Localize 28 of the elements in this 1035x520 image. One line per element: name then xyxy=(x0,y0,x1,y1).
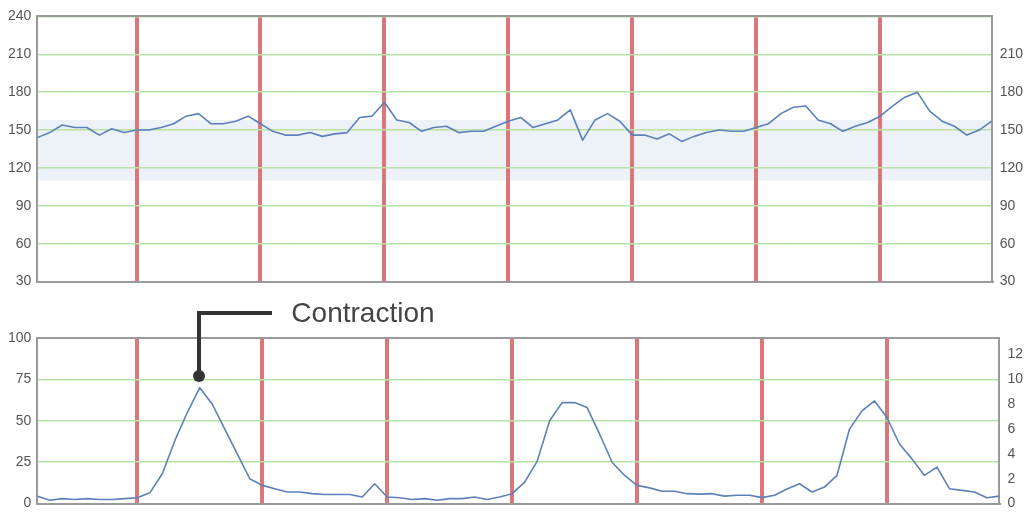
y2-tick-label: 8 xyxy=(1007,394,1016,411)
y-tick-label: 25 xyxy=(15,453,32,470)
y2-tick-label: 60 xyxy=(999,234,1016,251)
y-tick-label: 120 xyxy=(8,158,32,175)
text: Contraction xyxy=(291,296,435,328)
y-tick-label: 90 xyxy=(15,196,32,213)
y2-tick-label: 2 xyxy=(1007,469,1016,486)
y2-tick-label: 120 xyxy=(999,158,1024,175)
y2-tick-label: 90 xyxy=(999,196,1016,213)
y2-tick-label: 180 xyxy=(999,83,1024,100)
y-tick-label: 0 xyxy=(23,494,32,511)
y-tick-label: 75 xyxy=(15,370,32,387)
y2-tick-label: 210 xyxy=(999,45,1024,62)
y-tick-label: 60 xyxy=(15,234,32,251)
y-tick-label: 210 xyxy=(8,45,32,62)
y-tick-label: 180 xyxy=(8,83,32,100)
y2-tick-label: 30 xyxy=(999,272,1016,289)
y2-tick-label: 4 xyxy=(1007,444,1016,461)
y-tick-label: 150 xyxy=(8,120,32,137)
y-tick-label: 240 xyxy=(8,7,32,24)
y2-tick-label: 0 xyxy=(1007,494,1016,511)
y2-tick-label: 6 xyxy=(1007,419,1016,436)
y2-tick-label: 10 xyxy=(1007,369,1024,386)
y2-tick-label: 12 xyxy=(1007,345,1024,362)
y-tick-label: 50 xyxy=(15,411,32,428)
y2-tick-label: 150 xyxy=(999,120,1024,137)
y-tick-label: 100 xyxy=(8,328,32,345)
y-tick-label: 30 xyxy=(15,272,32,289)
